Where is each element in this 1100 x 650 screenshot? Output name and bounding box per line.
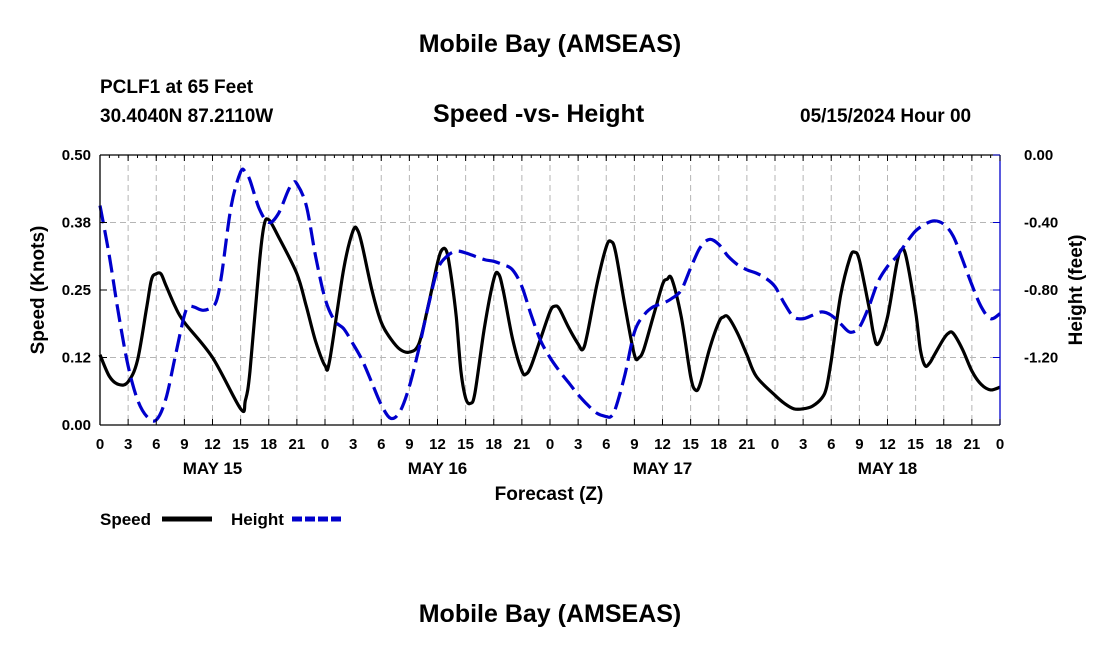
legend-label-speed: Speed [100,510,151,529]
page-title: Mobile Bay (AMSEAS) [418,30,682,58]
grid [100,154,1000,425]
x-tick-label: 0 [321,436,329,453]
y-tick-label-right: -0.40 [1024,215,1058,232]
x-tick-label: 6 [602,436,610,453]
x-tick-label: 21 [964,436,981,453]
footer-title: Mobile Bay (AMSEAS) [418,600,682,628]
y-tick-label-left: 0.00 [62,417,91,434]
legend: Speed Height [100,510,342,529]
x-tick-label: 21 [289,436,306,453]
x-tick-label: 12 [204,436,221,453]
date-label: MAY 18 [858,459,918,478]
date-label: MAY 16 [408,459,468,478]
y-tick-label-left: 0.25 [62,282,91,299]
station-label: PCLF1 at 65 Feet [100,77,254,98]
x-tick-label: 12 [654,436,671,453]
x-tick-label: 15 [682,436,699,453]
series-line-height [98,167,1001,423]
x-tick-label: 6 [827,436,835,453]
x-tick-label: 6 [377,436,385,453]
y-tick-label-right: 0.00 [1024,147,1053,164]
x-tick-label: 0 [996,436,1004,453]
x-tick-label: 18 [485,436,502,453]
x-tick-label: 3 [799,436,807,453]
x-axis-ticks: 0 3 6 9 12 15 18 21 0 3 6 9 12 15 18 21 0 3 6 9 12 15 18 21 0 3 6 9… [96,155,1004,478]
x-axis-label: Forecast (Z) [495,484,604,505]
legend-label-height: Height [231,510,284,529]
x-tick-label: 9 [630,436,638,453]
x-tick-label: 18 [710,436,727,453]
x-tick-label: 21 [739,436,756,453]
y-tick-label-left: 0.50 [62,147,91,164]
x-tick-label: 18 [935,436,952,453]
x-tick-label: 3 [124,436,132,453]
right-y-axis-label: Height (feet) [1066,235,1087,346]
date-label: MAY 15 [183,459,243,478]
x-tick-label: 6 [152,436,160,453]
x-tick-label: 15 [457,436,474,453]
date-label: MAY 17 [633,459,693,478]
series-line-speed [98,217,1001,414]
series-lines [98,167,1001,423]
x-tick-label: 15 [907,436,924,453]
x-tick-label: 12 [429,436,446,453]
x-tick-label: 9 [405,436,413,453]
x-tick-label: 3 [574,436,582,453]
station-coordinates: 30.4040N 87.2110W [100,106,274,127]
left-y-axis-label: Speed (Knots) [28,226,49,355]
y-tick-label-right: -0.80 [1024,282,1058,299]
x-tick-label: 0 [771,436,779,453]
x-tick-label: 21 [514,436,531,453]
chart-title: Speed -vs- Height [433,100,645,128]
y-tick-label-left: 0.12 [62,350,91,367]
x-tick-label: 0 [546,436,554,453]
x-tick-label: 3 [349,436,357,453]
y-axis-ticks: 0.00 0.12 0.25 0.38 0.50 -1.20 -0.80 -0.40 0.00 [62,147,1058,434]
x-tick-label: 9 [855,436,863,453]
x-tick-label: 9 [180,436,188,453]
x-tick-label: 0 [96,436,104,453]
x-tick-label: 15 [232,436,249,453]
x-tick-label: 12 [879,436,896,453]
x-tick-label: 18 [260,436,277,453]
forecast-datetime: 05/15/2024 Hour 00 [800,106,972,127]
y-tick-label-right: -1.20 [1024,350,1058,367]
y-tick-label-left: 0.38 [62,215,91,232]
